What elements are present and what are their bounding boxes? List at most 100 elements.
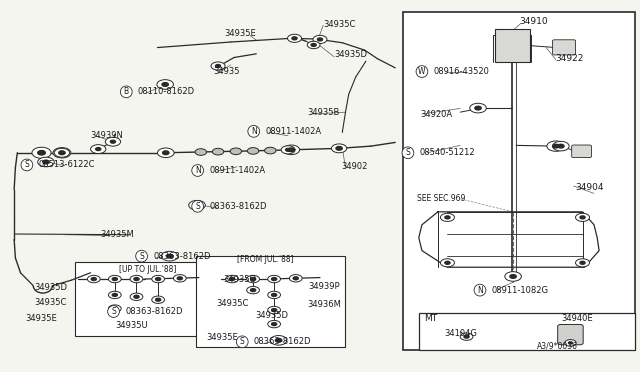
Text: S: S (195, 202, 200, 211)
Text: 34935U: 34935U (115, 321, 147, 330)
Text: SEE SEC.969: SEE SEC.969 (417, 195, 465, 203)
Circle shape (270, 336, 287, 345)
Text: 08513-6122C: 08513-6122C (38, 160, 95, 170)
Circle shape (313, 35, 327, 44)
Circle shape (194, 203, 200, 207)
Text: 08540-51212: 08540-51212 (419, 148, 475, 157)
Text: A3/9*0036: A3/9*0036 (537, 341, 578, 350)
Circle shape (268, 320, 280, 328)
Circle shape (156, 298, 161, 301)
Circle shape (108, 305, 121, 312)
Text: [FROM JUL.'88]: [FROM JUL.'88] (237, 255, 294, 264)
Text: S: S (406, 148, 410, 157)
Circle shape (92, 278, 97, 280)
Circle shape (271, 323, 276, 326)
Circle shape (470, 103, 486, 113)
Circle shape (130, 293, 143, 301)
Circle shape (557, 144, 564, 148)
Bar (75, 262, 231, 336)
Circle shape (311, 44, 316, 46)
Bar (495, 29, 530, 62)
Circle shape (53, 148, 71, 158)
Circle shape (475, 106, 481, 110)
Circle shape (247, 148, 259, 154)
Circle shape (289, 275, 302, 282)
Text: S: S (111, 307, 116, 316)
Circle shape (271, 309, 276, 311)
Circle shape (246, 275, 259, 283)
Circle shape (552, 144, 559, 148)
Text: 34935E: 34935E (207, 333, 238, 342)
Circle shape (108, 275, 121, 283)
Text: 34940E: 34940E (561, 314, 593, 323)
Text: 08916-43520: 08916-43520 (433, 67, 490, 76)
Circle shape (38, 151, 45, 155)
Circle shape (152, 296, 164, 304)
Text: 34935D: 34935D (35, 283, 68, 292)
Circle shape (226, 275, 239, 283)
Circle shape (166, 254, 173, 258)
Circle shape (110, 140, 115, 143)
Bar (419, 313, 636, 350)
Circle shape (216, 64, 221, 67)
Circle shape (440, 259, 454, 267)
Text: N: N (251, 127, 257, 136)
Circle shape (112, 307, 117, 310)
Circle shape (162, 83, 168, 86)
Circle shape (134, 295, 139, 298)
Circle shape (91, 145, 106, 154)
Circle shape (32, 147, 51, 158)
Circle shape (268, 291, 280, 299)
Text: 34935C: 34935C (323, 20, 356, 29)
Text: S: S (24, 160, 29, 170)
Circle shape (157, 148, 174, 158)
Circle shape (105, 137, 120, 146)
Text: 34939N: 34939N (91, 131, 124, 140)
Circle shape (271, 294, 276, 296)
Circle shape (336, 147, 342, 150)
Circle shape (60, 151, 65, 154)
Text: 34935: 34935 (213, 67, 239, 76)
Text: 34936M: 34936M (307, 300, 341, 309)
Text: [UP TO JUL.'88]: [UP TO JUL.'88] (119, 264, 177, 273)
Circle shape (112, 278, 117, 280)
Bar (196, 256, 346, 347)
Circle shape (195, 149, 207, 155)
Text: 34935E: 34935E (225, 29, 256, 38)
Circle shape (287, 34, 301, 42)
Text: 34104G: 34104G (444, 329, 477, 338)
Text: 34935B: 34935B (307, 108, 340, 117)
Circle shape (332, 144, 347, 153)
Circle shape (157, 80, 173, 89)
Circle shape (212, 148, 224, 155)
Circle shape (317, 38, 323, 41)
Circle shape (281, 146, 295, 154)
Text: 34935D: 34935D (334, 51, 367, 60)
Text: 34902: 34902 (341, 162, 367, 171)
Text: 34935M: 34935M (100, 230, 134, 239)
Circle shape (38, 157, 54, 167)
Circle shape (177, 277, 182, 280)
Circle shape (96, 148, 100, 151)
Circle shape (288, 148, 294, 152)
Circle shape (580, 261, 585, 264)
Text: 08363-8162D: 08363-8162D (153, 251, 211, 261)
Circle shape (275, 339, 282, 342)
Text: W: W (418, 67, 426, 76)
Circle shape (130, 275, 143, 283)
Circle shape (189, 201, 205, 210)
Text: 34939P: 34939P (308, 282, 340, 291)
Circle shape (43, 160, 49, 164)
Text: 34910: 34910 (520, 17, 548, 26)
Circle shape (161, 251, 178, 261)
Text: 34935E: 34935E (26, 314, 58, 323)
Circle shape (580, 216, 585, 219)
Circle shape (163, 151, 169, 155)
Text: 34935D: 34935D (255, 311, 288, 320)
Circle shape (250, 289, 255, 292)
Circle shape (575, 213, 589, 221)
Circle shape (445, 261, 450, 264)
Text: 08110-8162D: 08110-8162D (138, 87, 195, 96)
Text: 08363-8162D: 08363-8162D (209, 202, 267, 211)
Circle shape (568, 342, 572, 344)
